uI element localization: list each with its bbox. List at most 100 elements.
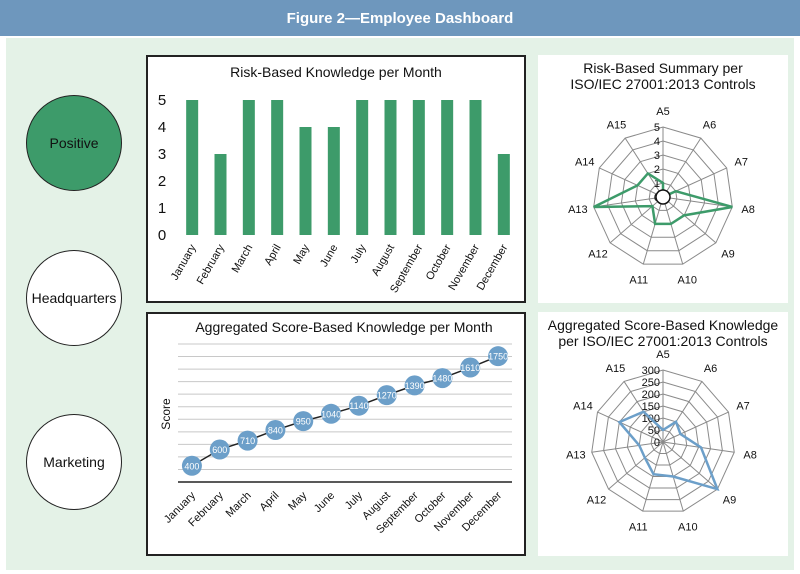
radar-score-spoke xyxy=(662,441,718,490)
radar-score-series xyxy=(617,410,720,492)
line-point-label: 600 xyxy=(212,445,227,455)
radar-score-axis-label: A10 xyxy=(678,521,698,533)
bar-y-tick-label: 5 xyxy=(158,92,166,109)
line-chart-panel: Aggregated Score-Based Knowledge per Mon… xyxy=(146,312,526,556)
radar-risk-ring-label: 5 xyxy=(654,122,660,134)
line-x-tick-label: April xyxy=(257,490,281,514)
bar-x-tick-label: June xyxy=(318,243,340,270)
bar-september xyxy=(412,100,425,235)
radar-score-ring xyxy=(650,429,676,455)
line-point xyxy=(376,385,397,406)
line-point-label: 1480 xyxy=(432,374,452,384)
radar-risk-ring-label: 3 xyxy=(654,150,660,162)
radar-score-spoke xyxy=(662,381,703,443)
bar-may xyxy=(299,127,312,235)
line-point xyxy=(293,411,314,432)
bar-x-tick-label: April xyxy=(262,243,283,268)
radar-risk-axis-label: A15 xyxy=(607,120,627,132)
radar-risk-axis-label: A14 xyxy=(575,156,595,168)
radar-score-ring-label: 0 xyxy=(654,437,660,449)
bar-x-tick-label: August xyxy=(370,243,398,279)
bar-x-tick-label: May xyxy=(291,242,312,266)
radar-score-panel: Aggregated Score-Based Knowledge per ISO/… xyxy=(538,312,788,556)
line-point xyxy=(321,403,342,424)
line-point-label: 1750 xyxy=(488,352,508,362)
radar-score-axis-label: A8 xyxy=(743,450,756,462)
radar-risk-axis-label: A11 xyxy=(629,275,648,287)
radar-score-ring-label: 50 xyxy=(648,425,660,437)
radar-score-axis-label: A14 xyxy=(573,400,593,412)
bar-march xyxy=(242,100,255,235)
line-point-label: 1610 xyxy=(460,363,480,373)
bar-august xyxy=(384,100,397,235)
line-point xyxy=(237,430,258,451)
radar-risk-axis-label: A5 xyxy=(656,106,669,118)
bar-chart: Risk-Based Knowledge per Month 0 1 2 3 4 5 Janu… xyxy=(158,64,511,295)
radar-score-ring-label: 150 xyxy=(642,401,660,413)
radar-risk-ring xyxy=(648,182,678,211)
bar-x-tick-label: January xyxy=(169,242,199,282)
radar-score-title-line: Aggregated Score-Based Knowledge xyxy=(548,317,779,333)
line-x-tick-label: July xyxy=(343,489,366,512)
radar-score-ring-label: 250 xyxy=(642,377,660,389)
radar-score-ring xyxy=(603,381,723,501)
line-point xyxy=(181,455,202,476)
bar-november xyxy=(469,100,482,235)
line-point xyxy=(404,375,425,396)
radar-score-ring-label: 200 xyxy=(642,389,660,401)
radar-risk-spoke xyxy=(624,137,664,198)
bar-x-tick-label: March xyxy=(230,243,256,275)
radar-risk-ring xyxy=(607,140,719,252)
bar-april xyxy=(271,100,284,235)
filter-positive[interactable]: Positive xyxy=(26,95,122,191)
bar-x-tick-label: July xyxy=(349,242,369,265)
figure-title: Figure 2—Employee Dashboard xyxy=(0,0,800,36)
radar-score-ring xyxy=(614,393,712,489)
radar-risk-ring-label: 2 xyxy=(654,164,660,176)
radar-risk-spoke xyxy=(662,196,717,244)
radar-score-axis-label: A12 xyxy=(587,495,607,507)
radar-risk-title-line: Risk-Based Summary per xyxy=(583,60,743,76)
radar-score-spoke xyxy=(608,441,664,490)
radar-risk-spoke xyxy=(662,196,733,208)
bar-x-tick-label: February xyxy=(195,242,228,287)
radar-score-ring xyxy=(638,417,688,466)
bar-october xyxy=(441,100,454,235)
bar-y-tick-label: 2 xyxy=(158,173,166,190)
line-point-label: 950 xyxy=(296,417,311,427)
line-x-tick-label: June xyxy=(312,490,337,515)
radar-score-title-line: per ISO/IEC 27001:2013 Controls xyxy=(558,333,767,349)
radar-score-spoke xyxy=(662,411,729,443)
bar-chart-panel: Risk-Based Knowledge per Month 0 1 2 3 4 5 Janu… xyxy=(146,55,526,303)
line-point xyxy=(265,420,286,441)
line-point-label: 710 xyxy=(240,436,255,446)
radar-risk-spoke xyxy=(662,137,702,198)
radar-risk-axis-label: A7 xyxy=(734,156,747,168)
radar-score-axis-label: A9 xyxy=(723,495,736,507)
bar-y-tick-label: 0 xyxy=(158,227,166,244)
radar-risk-axis-label: A8 xyxy=(741,204,754,216)
line-point-label: 840 xyxy=(268,426,283,436)
line-point-label: 1140 xyxy=(349,401,368,411)
radar-score-axis-label: A6 xyxy=(704,363,717,375)
line-point xyxy=(488,346,509,367)
radar-score-axis-label: A13 xyxy=(566,450,586,462)
filter-headquarters[interactable]: Headquarters xyxy=(26,250,122,346)
line-point xyxy=(460,357,481,378)
bar-y-tick-label: 4 xyxy=(158,119,166,136)
line-x-tick-label: May xyxy=(286,489,310,513)
filter-marketing[interactable]: Marketing xyxy=(26,414,122,510)
radar-score-ring-label: 300 xyxy=(642,365,660,377)
radar-score-axis-label: A15 xyxy=(606,363,626,375)
radar-risk-axis-label: A10 xyxy=(677,275,697,287)
line-point xyxy=(209,439,230,460)
radar-score-axis-label: A11 xyxy=(629,521,648,533)
radar-risk-spoke xyxy=(642,196,664,265)
radar-risk-ring xyxy=(593,126,733,265)
line-chart-title: Aggregated Score-Based Knowledge per Mon… xyxy=(195,319,492,335)
line-chart: Aggregated Score-Based Knowledge per Mon… xyxy=(159,319,512,536)
radar-score-spoke xyxy=(591,441,664,453)
radar-score-axis-label: A5 xyxy=(656,349,669,361)
